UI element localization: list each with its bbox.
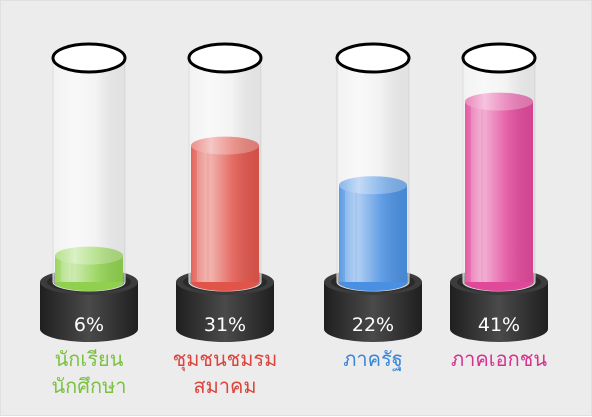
tube-private: 41% xyxy=(450,42,548,342)
pedestal-private xyxy=(450,282,548,342)
tube-community: 31% xyxy=(176,42,274,342)
value-label-community: 31% xyxy=(204,314,246,336)
tube-students: 6% xyxy=(40,42,138,342)
value-label-private: 41% xyxy=(478,314,520,336)
pedestal-government xyxy=(324,282,422,342)
category-label-private: ภาคเอกชน xyxy=(451,347,547,371)
tube-opening-government xyxy=(335,42,411,74)
tube-government: 22% xyxy=(324,42,422,342)
category-label-students: นักเรียน นักศึกษา xyxy=(51,347,127,398)
tube-opening-community xyxy=(187,42,263,74)
tube-opening-private xyxy=(461,42,537,74)
tube-opening-students xyxy=(51,42,127,74)
category-label-community: ชุมชนชมรม สมาคม xyxy=(172,347,278,398)
category-label-government: ภาครัฐ xyxy=(343,347,403,371)
value-label-students: 6% xyxy=(74,314,104,336)
pedestal-students xyxy=(40,282,138,342)
value-label-government: 22% xyxy=(352,314,394,336)
pedestal-community xyxy=(176,282,274,342)
